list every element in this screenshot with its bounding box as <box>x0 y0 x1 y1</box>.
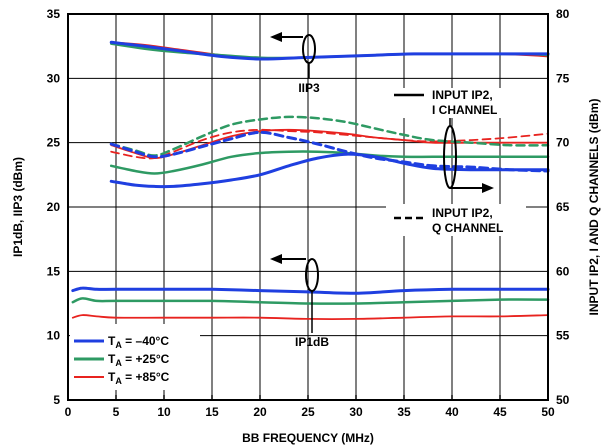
series-ip2-q-m40 <box>109 130 550 173</box>
ip2-i-label-line1: INPUT IP2, <box>432 88 493 102</box>
iip3-annotation: IIP3 <box>270 32 320 95</box>
series-ip1db-m40 <box>71 286 550 295</box>
legend-sub: A <box>115 376 122 386</box>
x-axis-title: BB FREQUENCY (MHz) <box>242 431 374 445</box>
series-ip1db-p25 <box>71 297 550 305</box>
x-tick-label: 0 <box>65 405 72 419</box>
svg-text:TA = –40°C: TA = –40°C <box>108 334 169 350</box>
ip2-q-legend: INPUT IP2, Q CHANNEL <box>386 204 526 236</box>
series-ip2-i-p25 <box>109 150 550 175</box>
arrow-left-icon <box>270 32 282 42</box>
series-ip2-i-m40 <box>109 152 550 189</box>
legend-prefix: T <box>108 334 116 348</box>
ip2-q-label-line2: Q CHANNEL <box>432 221 503 235</box>
x-tick-label: 30 <box>349 405 363 419</box>
ip2-q-label-line1: INPUT IP2, <box>432 206 493 220</box>
y-axis-title-right: INPUT IP2, I AND Q CHANNELS (dBm) <box>587 99 601 316</box>
iip3-label: IIP3 <box>298 81 320 95</box>
y-tick-label-left: 5 <box>53 393 60 407</box>
ip1db-annotation: IP1dB <box>270 254 329 349</box>
legend-sub: A <box>115 340 122 350</box>
y-tick-label-right: 80 <box>556 7 570 21</box>
axis-ticks: 0 5 10 15 20 25 30 35 40 45 5051015202530355055606… <box>47 7 570 419</box>
y-tick-label-right: 60 <box>556 264 570 278</box>
y-tick-label-right: 70 <box>556 136 570 150</box>
x-tick-label: 5 <box>113 405 120 419</box>
y-tick-label-left: 10 <box>47 329 61 343</box>
legend-value-m40: = –40°C <box>122 334 169 348</box>
x-tick-label: 25 <box>301 405 315 419</box>
series-iip3-m40 <box>109 40 550 61</box>
x-tick-label: 40 <box>445 405 459 419</box>
ip1db-label: IP1dB <box>295 335 329 349</box>
arrow-left-icon <box>270 254 282 264</box>
x-tick-label: 35 <box>397 405 411 419</box>
legend-entry-p25: TA = +25°C <box>74 352 170 368</box>
legend-prefix: T <box>108 352 116 366</box>
x-tick-label: 45 <box>493 405 507 419</box>
series-ip1db-p85 <box>71 314 549 321</box>
ip2-i-legend: INPUT IP2, I CHANNEL <box>386 88 526 118</box>
ip2-i-label-line2: I CHANNEL <box>432 103 497 117</box>
legend-entry-p85: TA = +85°C <box>74 370 170 386</box>
legend-value-p25: = +25°C <box>122 352 170 366</box>
svg-text:TA = +85°C: TA = +85°C <box>108 370 170 386</box>
series-ip2-q-p25 <box>109 115 550 157</box>
x-tick-label: 50 <box>541 405 555 419</box>
y-tick-label-right: 55 <box>556 329 570 343</box>
y-tick-label-right: 75 <box>556 71 570 85</box>
legend-sub: A <box>115 358 122 368</box>
svg-text:TA = +25°C: TA = +25°C <box>108 352 170 368</box>
legend-value-p85: = +85°C <box>122 370 170 384</box>
y-tick-label-left: 25 <box>47 136 61 150</box>
legend-prefix: T <box>108 370 116 384</box>
x-tick-label: 15 <box>205 405 219 419</box>
y-tick-label-left: 30 <box>47 71 61 85</box>
temperature-legend: TA = –40°C TA = +25°C TA = +85°C <box>70 324 200 390</box>
y-tick-label-left: 35 <box>47 7 61 21</box>
series-lines <box>71 40 550 321</box>
arrow-right-icon <box>482 183 494 193</box>
legend-entry-m40: TA = –40°C <box>74 334 169 350</box>
x-tick-label: 10 <box>157 405 171 419</box>
y-tick-label-left: 20 <box>47 200 61 214</box>
x-tick-label: 20 <box>253 405 267 419</box>
y-axis-title-left: IP1dB, IIP3 (dBm) <box>11 157 25 257</box>
y-tick-label-left: 15 <box>47 264 61 278</box>
y-tick-label-right: 65 <box>556 200 570 214</box>
y-tick-label-right: 50 <box>556 393 570 407</box>
